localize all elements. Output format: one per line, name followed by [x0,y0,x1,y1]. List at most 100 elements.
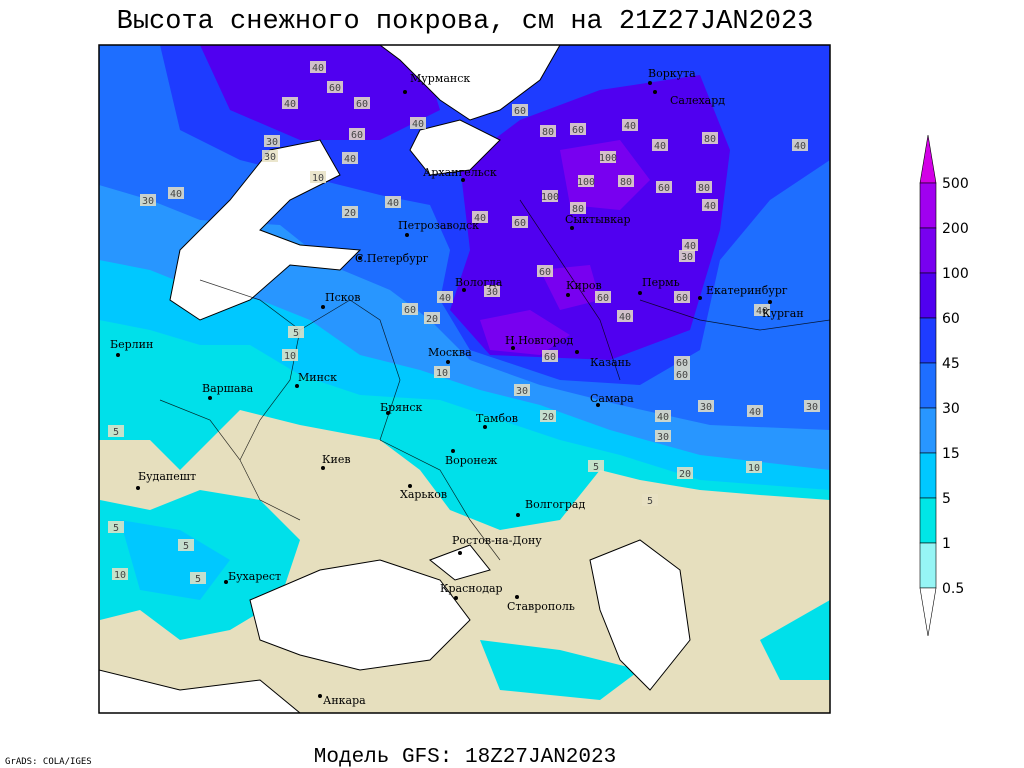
colorbar-label: 200 [942,221,969,237]
contour-label-box [674,356,690,368]
contour-label: 40 [284,99,296,110]
contour-label: 30 [516,386,528,397]
city-label: Ставрополь [507,600,575,613]
contour-label: 30 [806,402,818,413]
contour-label-box [702,132,718,144]
city-dot [408,484,412,488]
city-label: Курган [762,307,804,320]
contour-label: 40 [657,412,669,423]
contour-label: 10 [114,570,126,581]
contour-label: 60 [676,370,688,381]
city-dot [321,466,325,470]
city-dot [653,90,657,94]
contour-label-box [696,181,712,193]
city-dot [405,233,409,237]
contour-label-box [282,97,298,109]
city-dot [698,296,702,300]
contour-label-box [570,202,586,214]
contour-label-box [342,206,358,218]
colorbar-segment [919,452,937,499]
city-dot [224,580,228,584]
map-frame [98,44,831,714]
contour-label-box [264,135,280,147]
city-label: Ростов-на-Дону [452,534,542,547]
contour-label: 40 [344,154,356,165]
contour-label: 30 [264,152,276,163]
contour-label-box [677,467,693,479]
city-dot [321,305,325,309]
snow-6 [200,45,730,360]
contour-label-box [540,125,556,137]
contour-label: 40 [474,213,486,224]
colorbar-segment [919,227,937,274]
map [99,45,830,713]
colorbar-segment [919,362,937,409]
colorbar-label: 0.5 [942,581,964,597]
contour-label: 40 [387,198,399,209]
city-label: Краснодар [440,582,503,595]
city-label: Воркута [648,67,696,80]
contour-label-box [354,97,370,109]
contour-label: 60 [351,130,363,141]
contour-label: 60 [676,293,688,304]
contour-label-box [514,384,530,396]
city-label: Архангельск [423,166,497,179]
city-dot [483,425,487,429]
city-dot [768,300,772,304]
snow-7 [480,140,650,355]
contour-label-box [698,400,714,412]
contour-label: 10 [436,368,448,379]
contour-label-box [310,171,326,183]
contour-label-box [595,291,611,303]
contour-label: 40 [749,407,761,418]
contour-label-box [178,539,194,551]
city-label: Бухарест [228,570,281,583]
contour-label-box [540,410,556,422]
colorbar-label: 5 [942,491,951,507]
city-dot [638,291,642,295]
contour-label-box [434,366,450,378]
city-label: Харьков [400,488,447,501]
contour-label: 40 [684,241,696,252]
contour-label: 80 [698,183,710,194]
contour-label: 40 [312,63,324,74]
city-dot [318,694,322,698]
city-label: Псков [325,291,360,304]
contour-label-box [642,494,658,506]
contour-label-box [570,123,586,135]
contour-label-box [747,405,763,417]
colorbar-cap-bottom [919,587,937,637]
contour-label: 30 [700,402,712,413]
city-label: Воронеж [445,454,497,467]
city-dot [451,449,455,453]
contour-label-box [674,291,690,303]
contour-label: 40 [756,306,768,317]
colorbar-cap-top [919,134,937,184]
footer: Модель GFS: 18Z27JAN2023 [314,746,616,768]
contour-label: 10 [312,173,324,184]
city-label: Минск [298,371,337,384]
city-label: Варшава [202,382,254,395]
contour-label-box [618,175,634,187]
contour-label: 5 [113,427,119,438]
contour-label: 20 [344,208,356,219]
title: Высота снежного покрова, см на 21Z27JAN2… [117,7,814,37]
colorbar-segment [919,272,937,319]
city-dot [462,288,466,292]
contour-label-box [108,521,124,533]
contour-label-box [484,285,500,297]
contour-label-box [512,104,528,116]
contour-label-box [588,460,604,472]
contour-label-box [112,568,128,580]
city-dot [515,595,519,599]
contour-label: 20 [542,412,554,423]
contour-label: 5 [293,328,299,339]
contour-label-box [342,152,358,164]
contour-label-box [679,250,695,262]
contour-label: 5 [183,541,189,552]
contour-label: 40 [794,141,806,152]
city-dot [386,411,390,415]
contour-label-box [168,187,184,199]
contour-label-box [385,196,401,208]
